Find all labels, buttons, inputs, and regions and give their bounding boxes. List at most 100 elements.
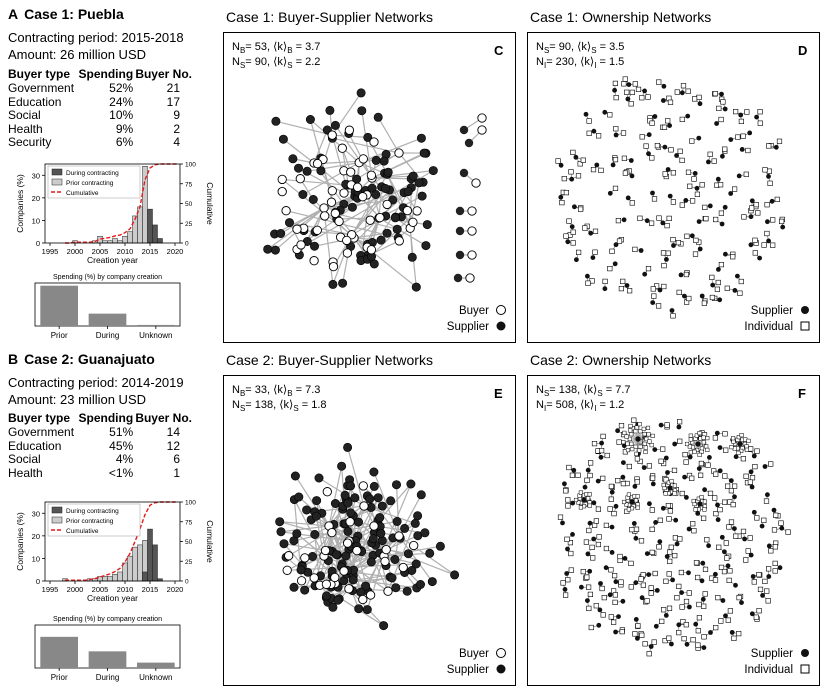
ownership-cluster xyxy=(766,540,779,554)
ownership-cluster xyxy=(650,190,658,202)
supplier-node xyxy=(647,501,652,507)
prior-bar xyxy=(132,546,138,582)
individual-node xyxy=(664,223,670,229)
supplier-node xyxy=(653,623,659,629)
buyer-node xyxy=(312,158,323,169)
individual-node xyxy=(573,497,579,503)
ownership-cluster xyxy=(679,113,691,122)
supplier-node xyxy=(419,148,429,158)
ownership-cluster xyxy=(662,167,677,180)
network-edge xyxy=(377,117,400,154)
individual-node xyxy=(754,515,760,521)
individual-node xyxy=(683,459,689,465)
y2-tick-label: 75 xyxy=(185,519,193,526)
ownership-cluster xyxy=(612,598,626,606)
supplier-node xyxy=(331,550,341,560)
network-edge xyxy=(275,120,333,136)
cell-spending: 9% xyxy=(115,121,134,136)
supplier-node xyxy=(638,248,644,253)
table-header-row: Buyer type Spending Buyer No. xyxy=(8,411,192,426)
network-edge xyxy=(398,152,424,183)
supplier-node xyxy=(376,235,386,245)
individual-node xyxy=(679,202,685,208)
supplier-node xyxy=(673,517,679,523)
individual-node xyxy=(667,549,673,555)
x-tick-label: 2000 xyxy=(67,247,84,256)
buyer-node xyxy=(339,188,349,198)
supplier-node xyxy=(607,592,613,598)
supplier-node xyxy=(416,580,426,590)
individual-node xyxy=(749,205,755,211)
table-header-row: Buyer type Spending Buyer No. xyxy=(8,67,192,82)
individual-node xyxy=(767,180,773,186)
network-edge xyxy=(378,186,383,219)
ownership-cluster xyxy=(560,580,569,598)
spending-bar xyxy=(88,651,127,668)
ownership-cluster xyxy=(701,625,719,640)
individual-node xyxy=(694,433,699,438)
supplier-node xyxy=(720,153,725,159)
individual-node xyxy=(704,444,709,449)
supplier-node xyxy=(696,135,702,141)
supplier-node xyxy=(587,568,593,574)
supplier-node xyxy=(464,138,474,148)
supplier-node xyxy=(733,582,738,588)
buyer-node xyxy=(369,137,379,147)
individual-node xyxy=(723,540,729,546)
individual-node xyxy=(620,130,627,136)
col-header-buyer-type: Buyer type xyxy=(8,411,71,425)
supplier-node xyxy=(702,487,707,493)
individual-node xyxy=(676,583,682,590)
individual-node xyxy=(587,591,593,598)
individual-node xyxy=(665,250,671,256)
supplier-node xyxy=(371,190,381,200)
individual-node xyxy=(663,578,669,584)
individual-node xyxy=(654,283,660,289)
cell-buyer-no: 4 xyxy=(173,135,180,150)
buyer-node xyxy=(321,579,332,589)
ownership-cluster xyxy=(722,473,738,489)
individual-node xyxy=(696,94,702,100)
supplier-node xyxy=(392,517,402,527)
supplier-node xyxy=(693,621,699,627)
individual-node xyxy=(569,472,575,478)
buyer-node xyxy=(352,545,362,556)
individual-node xyxy=(766,143,772,149)
individual-node xyxy=(561,176,567,182)
x-tick-label: 2015 xyxy=(142,585,159,594)
individual-node xyxy=(595,506,601,512)
supplier-node xyxy=(354,604,364,614)
supplier-node xyxy=(354,517,364,527)
individual-node xyxy=(778,520,784,526)
individual-node xyxy=(580,157,586,163)
supplier-node xyxy=(773,144,779,150)
ownership-cluster xyxy=(608,483,615,502)
y-tick-label: 0 xyxy=(36,577,40,586)
individual-node xyxy=(565,503,571,509)
individual-node xyxy=(670,170,677,176)
ownership-cluster xyxy=(718,563,733,575)
ownership-cluster xyxy=(682,452,693,465)
individual-node xyxy=(590,555,596,561)
cell-buyer-no: 1 xyxy=(173,465,180,480)
ownership-cluster xyxy=(676,289,692,305)
individual-node xyxy=(651,196,658,202)
buyer-node xyxy=(467,250,477,260)
individual-node xyxy=(666,516,672,522)
ownership-cluster xyxy=(650,283,667,293)
table-row: Education 45% 12 xyxy=(8,439,192,454)
supplier-node xyxy=(347,202,357,212)
supplier-node xyxy=(591,536,597,542)
supplier-node xyxy=(749,484,755,490)
individual-node xyxy=(629,200,635,206)
supplier-node xyxy=(427,577,437,587)
individual-node xyxy=(592,228,599,234)
network-edge xyxy=(280,207,325,234)
supplier-node xyxy=(635,436,641,442)
buyer-node xyxy=(326,197,337,207)
ownership-cluster xyxy=(723,251,736,260)
supplier-node xyxy=(406,479,416,489)
supplier-node xyxy=(585,467,591,473)
individual-node xyxy=(632,246,638,253)
ownership-cluster xyxy=(590,162,604,174)
